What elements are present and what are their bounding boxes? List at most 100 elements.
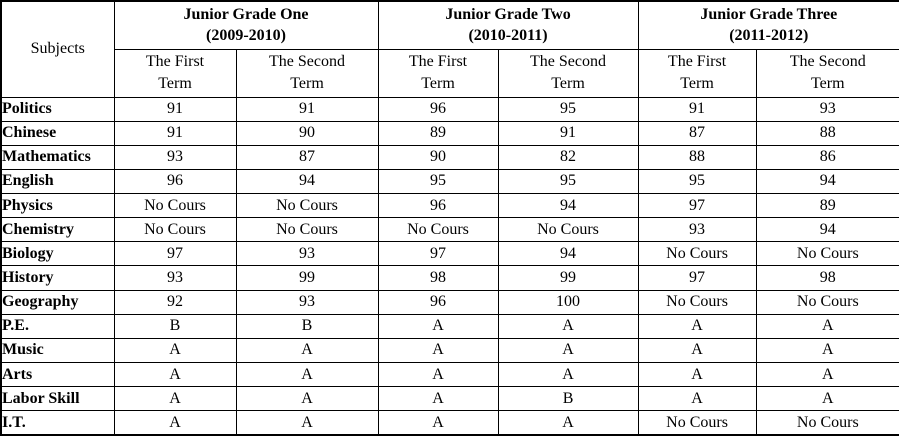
- table-row: Labor Skill A A A B A A: [0, 386, 899, 412]
- table-row: Mathematics 93 87 90 82 88 86: [0, 144, 899, 170]
- grade-cell: 95: [377, 168, 499, 195]
- grade-cell: A: [637, 337, 757, 364]
- grade-cell: 82: [497, 144, 639, 170]
- table-row: English 96 94 95 95 95 94: [0, 168, 899, 195]
- grade-cell: A: [755, 313, 899, 339]
- grade-one-title: Junior Grade One: [183, 5, 309, 23]
- grade-cell: No Cours: [755, 241, 899, 267]
- grade-one-header: Junior Grade One (2009-2010): [113, 0, 379, 50]
- grade-cell: A: [377, 337, 499, 364]
- grade-three-years: (2011-2012): [729, 27, 809, 45]
- grade-cell: 88: [755, 120, 899, 146]
- subjects-header: Subjects: [0, 0, 115, 98]
- subject-cell: Chinese: [0, 120, 115, 146]
- grade-cell: A: [637, 386, 757, 412]
- grade-cell: 87: [235, 144, 379, 170]
- subject-cell: Physics: [0, 193, 115, 219]
- grade-cell: 95: [637, 168, 757, 195]
- subject-cell: Labor Skill: [0, 386, 115, 412]
- grade-cell: 89: [755, 193, 899, 219]
- table-row: P.E. B B A A A A: [0, 313, 899, 339]
- grade-cell: A: [637, 313, 757, 339]
- grade-cell: 97: [113, 241, 237, 267]
- grade-cell: B: [113, 313, 237, 339]
- grade-cell: A: [497, 313, 639, 339]
- subject-cell: English: [0, 168, 115, 195]
- grade-cell: No Cours: [377, 217, 499, 243]
- subject-cell: Mathematics: [0, 144, 115, 170]
- grade-cell: 88: [637, 144, 757, 170]
- grade-cell: 97: [377, 241, 499, 267]
- table-row: Music A A A A A A: [0, 337, 899, 364]
- subject-cell: Music: [0, 337, 115, 364]
- table-row: Geography 92 93 96 100 No Cours No Cours: [0, 289, 899, 315]
- grade-cell: No Cours: [637, 289, 757, 315]
- subject-cell: Arts: [0, 362, 115, 388]
- grade-cell: A: [755, 337, 899, 364]
- grade-cell: No Cours: [755, 410, 899, 436]
- grade-cell: A: [377, 313, 499, 339]
- grade-two-second-term-header: The Second Term: [497, 48, 639, 98]
- grade-cell: 98: [377, 265, 499, 291]
- grade-cell: 91: [113, 120, 237, 146]
- grade-cell: 91: [637, 96, 757, 122]
- table-row: History 93 99 98 99 97 98: [0, 265, 899, 291]
- grade-two-years: (2010-2011): [468, 27, 548, 45]
- grade-cell: 95: [497, 168, 639, 195]
- subject-cell: History: [0, 265, 115, 291]
- grade-cell: 93: [113, 144, 237, 170]
- grade-cell: A: [497, 410, 639, 436]
- grade-cell: 93: [113, 265, 237, 291]
- subject-cell: Geography: [0, 289, 115, 315]
- grade-cell: A: [113, 337, 237, 364]
- grade-cell: A: [377, 410, 499, 436]
- header-row-grades: Subjects Junior Grade One (2009-2010) Ju…: [0, 0, 899, 98]
- grade-cell: 97: [637, 193, 757, 219]
- grade-cell: 92: [113, 289, 237, 315]
- subject-cell: Biology: [0, 241, 115, 267]
- table-row: Physics No Cours No Cours 96 94 97 89: [0, 193, 899, 219]
- grade-cell: 99: [235, 265, 379, 291]
- grade-cell: 94: [755, 217, 899, 243]
- grade-cell: 95: [497, 96, 639, 122]
- grade-cell: A: [235, 362, 379, 388]
- grade-cell: 89: [377, 120, 499, 146]
- table-header: Subjects Junior Grade One (2009-2010) Ju…: [0, 0, 899, 98]
- grade-cell: No Cours: [637, 241, 757, 267]
- grade-two-title: Junior Grade Two: [445, 5, 571, 23]
- grade-cell: No Cours: [113, 193, 237, 219]
- grade-cell: A: [377, 362, 499, 388]
- table-row: Biology 97 93 97 94 No Cours No Cours: [0, 241, 899, 267]
- subject-cell: P.E.: [0, 313, 115, 339]
- grade-cell: No Cours: [235, 193, 379, 219]
- grade-three-second-term-header: The Second Term: [755, 48, 899, 98]
- table-row: I.T. A A A A No Cours No Cours: [0, 410, 899, 436]
- grade-cell: 97: [637, 265, 757, 291]
- grade-three-header: Junior Grade Three (2011-2012): [637, 0, 899, 50]
- grade-cell: A: [113, 386, 237, 412]
- grade-one-second-term-header: The Second Term: [235, 48, 379, 98]
- grade-cell: 94: [497, 241, 639, 267]
- subject-cell: I.T.: [0, 410, 115, 436]
- grade-cell: No Cours: [755, 289, 899, 315]
- grade-cell: B: [235, 313, 379, 339]
- grade-cell: No Cours: [637, 410, 757, 436]
- table-row: Politics 91 91 96 95 91 93: [0, 96, 899, 122]
- grade-cell: A: [637, 362, 757, 388]
- grade-cell: 96: [113, 168, 237, 195]
- grade-cell: 96: [377, 96, 499, 122]
- grade-three-first-term-header: The First Term: [637, 48, 757, 98]
- grade-cell: No Cours: [497, 217, 639, 243]
- grade-cell: 94: [235, 168, 379, 195]
- grade-cell: B: [497, 386, 639, 412]
- grade-cell: 96: [377, 289, 499, 315]
- grade-cell: 100: [497, 289, 639, 315]
- grade-cell: A: [235, 337, 379, 364]
- grade-cell: A: [235, 386, 379, 412]
- subject-cell: Politics: [0, 96, 115, 122]
- table-body: Politics 91 91 96 95 91 93 Chinese 91 90 89 91 87 88 M…: [0, 96, 899, 436]
- grade-cell: 91: [235, 96, 379, 122]
- grade-cell: 90: [377, 144, 499, 170]
- grade-cell: 87: [637, 120, 757, 146]
